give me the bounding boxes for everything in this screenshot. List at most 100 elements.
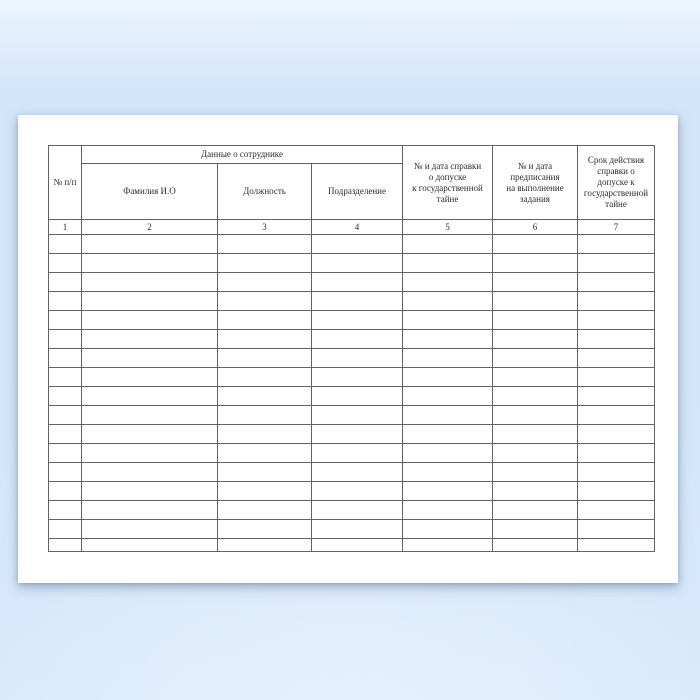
empty-cell (402, 348, 493, 368)
empty-cell (48, 538, 82, 552)
paper-sheet: № п/п Данные о сотруднике № и дата справ… (18, 115, 678, 583)
empty-cell (48, 500, 82, 520)
empty-cell (217, 405, 312, 425)
empty-cell (217, 253, 312, 273)
empty-cell (492, 538, 578, 552)
empty-cell (577, 462, 655, 482)
empty-cell (492, 386, 578, 406)
empty-cell (577, 519, 655, 539)
empty-cell (48, 443, 82, 463)
empty-cell (577, 367, 655, 387)
empty-row (48, 443, 655, 463)
empty-cell (48, 405, 82, 425)
empty-cell (81, 272, 218, 292)
empty-cell (217, 272, 312, 292)
empty-cell (402, 519, 493, 539)
empty-cell (81, 481, 218, 501)
empty-cell (81, 253, 218, 273)
empty-cell (577, 272, 655, 292)
empty-cell (81, 500, 218, 520)
empty-cell (81, 234, 218, 254)
empty-cell (492, 481, 578, 501)
col-header-assignment-order: № и дата предписания на выполнение задан… (492, 145, 578, 220)
empty-cell (311, 481, 403, 501)
empty-cell (217, 538, 312, 552)
empty-cell (81, 310, 218, 330)
empty-cell (217, 367, 312, 387)
empty-cell (577, 348, 655, 368)
column-numbers-row: 1 2 3 4 5 6 7 (48, 219, 655, 235)
empty-cell (577, 500, 655, 520)
empty-row (48, 481, 655, 501)
column-number: 1 (48, 219, 82, 235)
column-number: 7 (577, 219, 655, 235)
empty-cell (492, 348, 578, 368)
column-number: 5 (402, 219, 493, 235)
empty-row (48, 386, 655, 406)
empty-cell (492, 500, 578, 520)
empty-row (48, 500, 655, 520)
empty-cell (402, 500, 493, 520)
empty-cell (81, 538, 218, 552)
empty-cell (492, 519, 578, 539)
col-header-row-number: № п/п (48, 145, 82, 220)
table-body (48, 234, 655, 552)
col-header-position: Должность (217, 163, 312, 220)
empty-cell (311, 329, 403, 349)
empty-cell (402, 329, 493, 349)
col-header-certificate-validity: Срок действия справки о допуске к госуда… (577, 145, 655, 220)
col-header-employee-data-group: Данные о сотруднике (81, 145, 403, 164)
empty-cell (402, 253, 493, 273)
empty-cell (217, 519, 312, 539)
empty-cell (577, 481, 655, 501)
empty-row (48, 272, 655, 292)
empty-cell (311, 291, 403, 311)
empty-cell (217, 386, 312, 406)
empty-cell (311, 538, 403, 552)
empty-cell (81, 462, 218, 482)
empty-cell (402, 405, 493, 425)
empty-cell (81, 348, 218, 368)
empty-cell (81, 367, 218, 387)
empty-cell (48, 481, 82, 501)
empty-row (48, 405, 655, 425)
empty-row (48, 519, 655, 539)
empty-cell (217, 348, 312, 368)
empty-cell (492, 291, 578, 311)
empty-cell (48, 424, 82, 444)
empty-row (48, 253, 655, 273)
empty-row (48, 310, 655, 330)
empty-cell (577, 386, 655, 406)
empty-cell (402, 386, 493, 406)
empty-cell (48, 329, 82, 349)
empty-row (48, 234, 655, 254)
empty-cell (402, 424, 493, 444)
empty-row (48, 329, 655, 349)
column-number: 4 (311, 219, 403, 235)
empty-row (48, 538, 655, 552)
empty-cell (492, 405, 578, 425)
empty-cell (311, 348, 403, 368)
empty-cell (577, 405, 655, 425)
clearance-register-table: № п/п Данные о сотруднике № и дата справ… (48, 145, 655, 552)
empty-cell (402, 234, 493, 254)
empty-cell (492, 424, 578, 444)
empty-cell (311, 424, 403, 444)
empty-cell (577, 253, 655, 273)
column-number: 3 (217, 219, 312, 235)
empty-cell (217, 462, 312, 482)
empty-cell (577, 443, 655, 463)
empty-cell (311, 462, 403, 482)
empty-cell (48, 348, 82, 368)
empty-cell (577, 234, 655, 254)
header-row-sub: Фамилия И.О Должность Подразделение (49, 163, 655, 220)
empty-cell (577, 291, 655, 311)
empty-cell (217, 291, 312, 311)
column-number: 6 (492, 219, 578, 235)
empty-cell (402, 310, 493, 330)
empty-cell (81, 424, 218, 444)
empty-cell (217, 424, 312, 444)
empty-cell (81, 519, 218, 539)
empty-cell (217, 310, 312, 330)
empty-cell (402, 462, 493, 482)
